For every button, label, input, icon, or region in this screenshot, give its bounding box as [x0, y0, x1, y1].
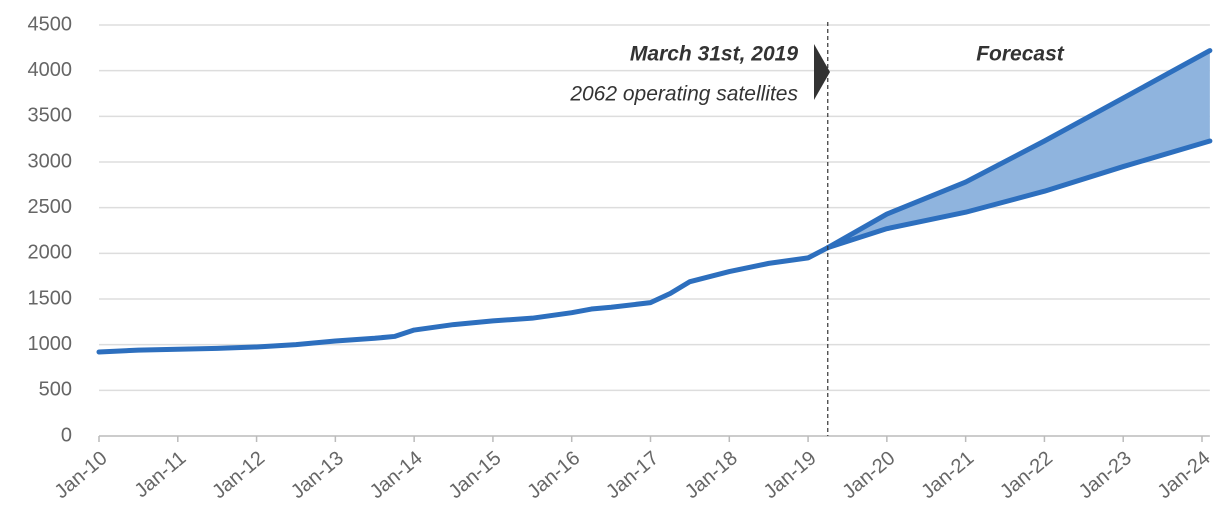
y-tick-label: 3000 [28, 150, 73, 172]
x-tick-label: Jan-22 [996, 447, 1057, 503]
y-tick-label: 500 [39, 379, 72, 401]
x-tick-label: Jan-16 [523, 447, 584, 503]
x-tick-label: Jan-17 [602, 447, 663, 503]
x-tick-label: Jan-12 [208, 447, 269, 503]
x-tick-label: Jan-15 [445, 447, 506, 503]
x-tick-label: Jan-14 [366, 447, 427, 503]
y-tick-label: 3500 [28, 105, 73, 127]
y-tick-label: 2500 [28, 196, 73, 218]
x-tick-label: Jan-21 [917, 447, 978, 503]
line [96, 245, 831, 355]
y-tick-label: 1000 [28, 333, 73, 355]
line [825, 138, 1213, 251]
y-tick-label: 2000 [28, 242, 73, 264]
x-tick-label: Jan-20 [838, 447, 899, 503]
event-date: March 31st, 2019 [630, 43, 798, 66]
arrow [814, 44, 830, 100]
event-note: 2062 operating satellites [569, 83, 798, 106]
y-tick-label: 4000 [28, 59, 73, 81]
y-tick-label: 4500 [28, 13, 73, 35]
y-tick-label: 1500 [28, 287, 73, 309]
forecast-label: Forecast [976, 43, 1065, 66]
x-tick-label: Jan-19 [760, 447, 821, 503]
x-tick-label: Jan-23 [1075, 447, 1136, 503]
x-tick-label: Jan-18 [681, 447, 742, 503]
x-tick-label: Jan-13 [287, 447, 348, 503]
x-tick-label: Jan-11 [131, 447, 191, 502]
line [825, 48, 1213, 251]
x-tick-label: Jan-10 [51, 447, 112, 503]
x-tick-label: Jan-24 [1154, 447, 1215, 503]
y-tick-label: 0 [61, 424, 72, 446]
